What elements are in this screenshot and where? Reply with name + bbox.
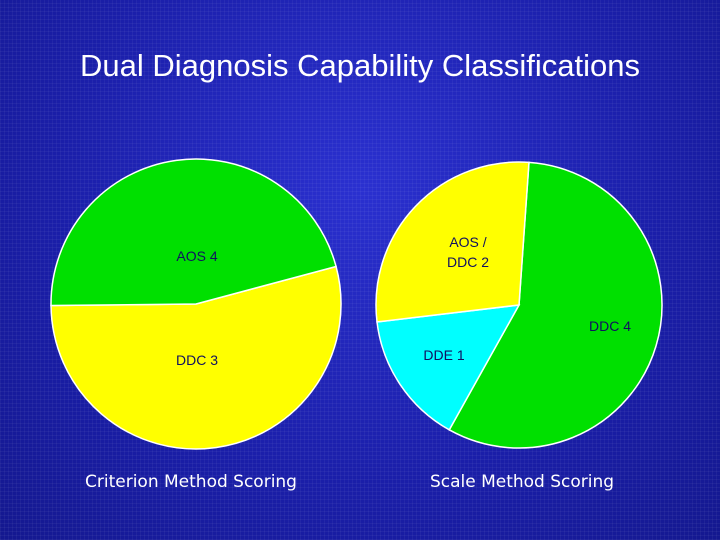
- pie-0-slice-0: [50, 265, 342, 450]
- pie-1-slice-2-label: AOS / DDC 2: [447, 234, 489, 270]
- pie-1-slice-0: [448, 161, 663, 449]
- pie-1-slice-1: [376, 304, 521, 431]
- pie-0-slice-0-label: AOS 4: [176, 248, 217, 264]
- pie-1-slice-0-label: DDC 4: [589, 318, 631, 334]
- chart-caption-scale: Scale Method Scoring: [429, 472, 615, 492]
- pie-0-slice-1-label: DDC 3: [176, 352, 218, 368]
- chart-caption-criterion: Criterion Method Scoring: [85, 472, 297, 492]
- pie-0-slice-1: [50, 158, 337, 307]
- slide-title: Dual Diagnosis Capability Classification…: [80, 48, 640, 83]
- pie-1-slice-2: [375, 161, 530, 323]
- pie-1-slice-1-label: DDE 1: [423, 347, 464, 363]
